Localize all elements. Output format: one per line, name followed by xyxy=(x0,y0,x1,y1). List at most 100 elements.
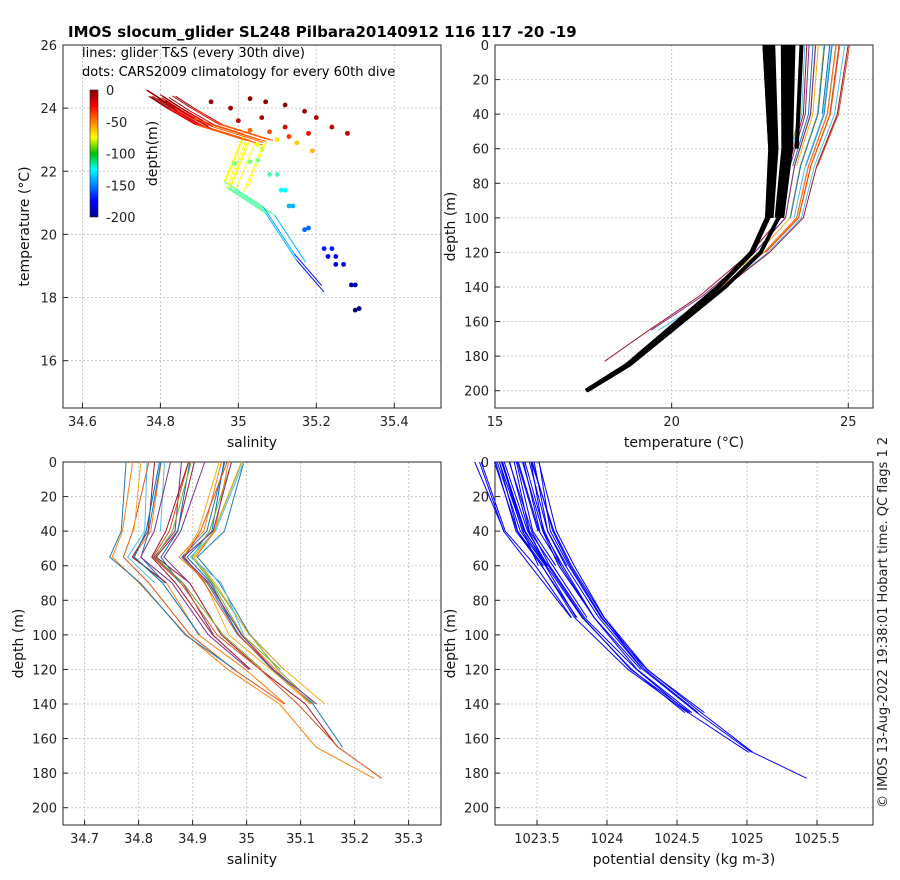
x-tick-label: 35 xyxy=(238,832,255,847)
density-profile xyxy=(538,461,807,779)
x-tick-label: 1024.5 xyxy=(654,832,700,847)
density-profile xyxy=(479,461,572,618)
glider-temperature-profile xyxy=(604,44,808,362)
climatology-dot xyxy=(329,124,335,130)
climatology-dot xyxy=(274,137,280,143)
density-profile xyxy=(480,461,572,618)
density-profile xyxy=(517,461,693,714)
y-tick-label: 100 xyxy=(32,629,57,644)
y-tick-label: 80 xyxy=(40,594,57,609)
y-tick-label: 16 xyxy=(40,355,57,370)
plot-area xyxy=(146,89,362,313)
colorbar-tick-label: -200 xyxy=(106,211,136,226)
salinity-profile xyxy=(154,461,263,670)
salinity-profile xyxy=(155,461,338,748)
salinity-profile xyxy=(163,461,206,584)
panel-rz: 1023.5 1024 1024.5 1025 1025.5 0 20 40 60 80 100 12… xyxy=(443,456,874,868)
colorbar-label: depth(m) xyxy=(145,121,161,186)
ts-line-segment xyxy=(152,95,173,110)
salinity-profile xyxy=(182,461,318,705)
y-tick-label: 180 xyxy=(464,767,489,782)
y-tick-label: 26 xyxy=(40,39,57,54)
climatology-dot xyxy=(321,246,327,251)
glider-temperature-profile xyxy=(650,44,817,331)
ts-line-segment xyxy=(222,124,274,141)
ts-line-segment xyxy=(262,206,295,255)
climatology-dot xyxy=(267,172,272,177)
climatology-dot xyxy=(259,115,265,120)
ts-line-segment xyxy=(242,144,264,193)
salinity-profile xyxy=(195,461,229,558)
climatology-dot xyxy=(302,108,308,114)
climatology-dot xyxy=(255,142,261,147)
y-tick-label: 20 xyxy=(472,491,489,506)
climatology-dot xyxy=(282,124,288,130)
ts-line-segment xyxy=(171,108,200,126)
y-tick-label: 80 xyxy=(472,594,489,609)
ts-line-segment xyxy=(224,134,246,183)
density-profile xyxy=(493,461,578,618)
x-tick-label: 20 xyxy=(663,415,680,430)
colorbar-gradient xyxy=(89,89,99,218)
x-tick-label: 34.7 xyxy=(70,832,99,847)
glider-temperature-profile xyxy=(817,44,851,167)
ts-line-segment xyxy=(157,97,178,112)
x-tick-label: 35 xyxy=(230,415,247,430)
climatology-temperature-profile xyxy=(769,44,779,218)
climatology-dot xyxy=(247,96,253,102)
salinity-profile xyxy=(132,461,286,705)
panel-tz: 15 20 25 0 20 40 60 80 100 120 140 160 180 200 tempera… xyxy=(443,39,874,451)
salinity-profile xyxy=(160,461,191,584)
glider-temperature-profile xyxy=(789,44,810,167)
y-tick-label: 140 xyxy=(32,698,57,713)
density-profile xyxy=(533,461,568,566)
y-tick-label: 160 xyxy=(32,733,57,748)
ts-line-segment xyxy=(165,97,186,112)
glider-temperature-profile xyxy=(713,44,849,297)
ts-line-segment xyxy=(223,133,245,182)
ts-line-segment xyxy=(161,97,182,111)
axes-frame xyxy=(494,461,874,826)
climatology-dot xyxy=(290,203,296,209)
salinity-profile xyxy=(111,461,375,779)
glider-temperature-profile xyxy=(805,44,833,167)
ts-line-segment xyxy=(219,123,270,141)
climatology-dot xyxy=(306,225,311,231)
y-tick-label: 0 xyxy=(481,456,489,471)
ts-line-segment xyxy=(181,109,209,127)
y-tick-label: 160 xyxy=(464,316,489,331)
climatology-dot xyxy=(352,282,358,288)
x-tick-label: 35.2 xyxy=(340,832,369,847)
climatology-temperature-profile xyxy=(768,44,777,149)
y-axis-label: depth (m) xyxy=(11,609,27,679)
salinity-profile xyxy=(140,461,166,584)
x-tick-label: 35.3 xyxy=(394,832,423,847)
salinity-profile xyxy=(127,461,156,584)
glider-temperature-profile xyxy=(765,44,840,253)
y-tick-label: 120 xyxy=(32,663,57,678)
ts-line-segment xyxy=(168,96,189,111)
legend-dots-text: dots: CARS2009 climatology for every 60t… xyxy=(82,65,395,80)
y-tick-label: 0 xyxy=(481,39,489,54)
salinity-profile xyxy=(182,461,311,705)
x-tick-label: 1024 xyxy=(590,832,623,847)
ts-line-segment xyxy=(230,187,270,214)
climatology-dot xyxy=(232,160,237,166)
y-tick-label: 18 xyxy=(40,292,57,307)
ts-line-segment xyxy=(294,253,323,286)
axes-frame xyxy=(494,44,874,409)
density-profile xyxy=(531,461,752,753)
plot-area xyxy=(109,461,382,779)
panel-sz: 34.7 34.8 34.9 35 35.1 35.2 35.3 0 20 40 60 80 100 12… xyxy=(11,456,442,868)
ts-line-segment xyxy=(191,108,220,125)
salinity-profile xyxy=(152,461,382,779)
y-tick-label: 60 xyxy=(472,143,489,158)
climatology-dot xyxy=(274,172,280,177)
axes-frame xyxy=(62,461,442,826)
ts-line-segment xyxy=(150,96,171,110)
climatology-dot xyxy=(356,306,362,311)
climatology-dot xyxy=(333,261,339,267)
climatology-dot xyxy=(286,203,292,209)
density-profile xyxy=(474,461,505,532)
ts-line-segment xyxy=(197,124,249,142)
